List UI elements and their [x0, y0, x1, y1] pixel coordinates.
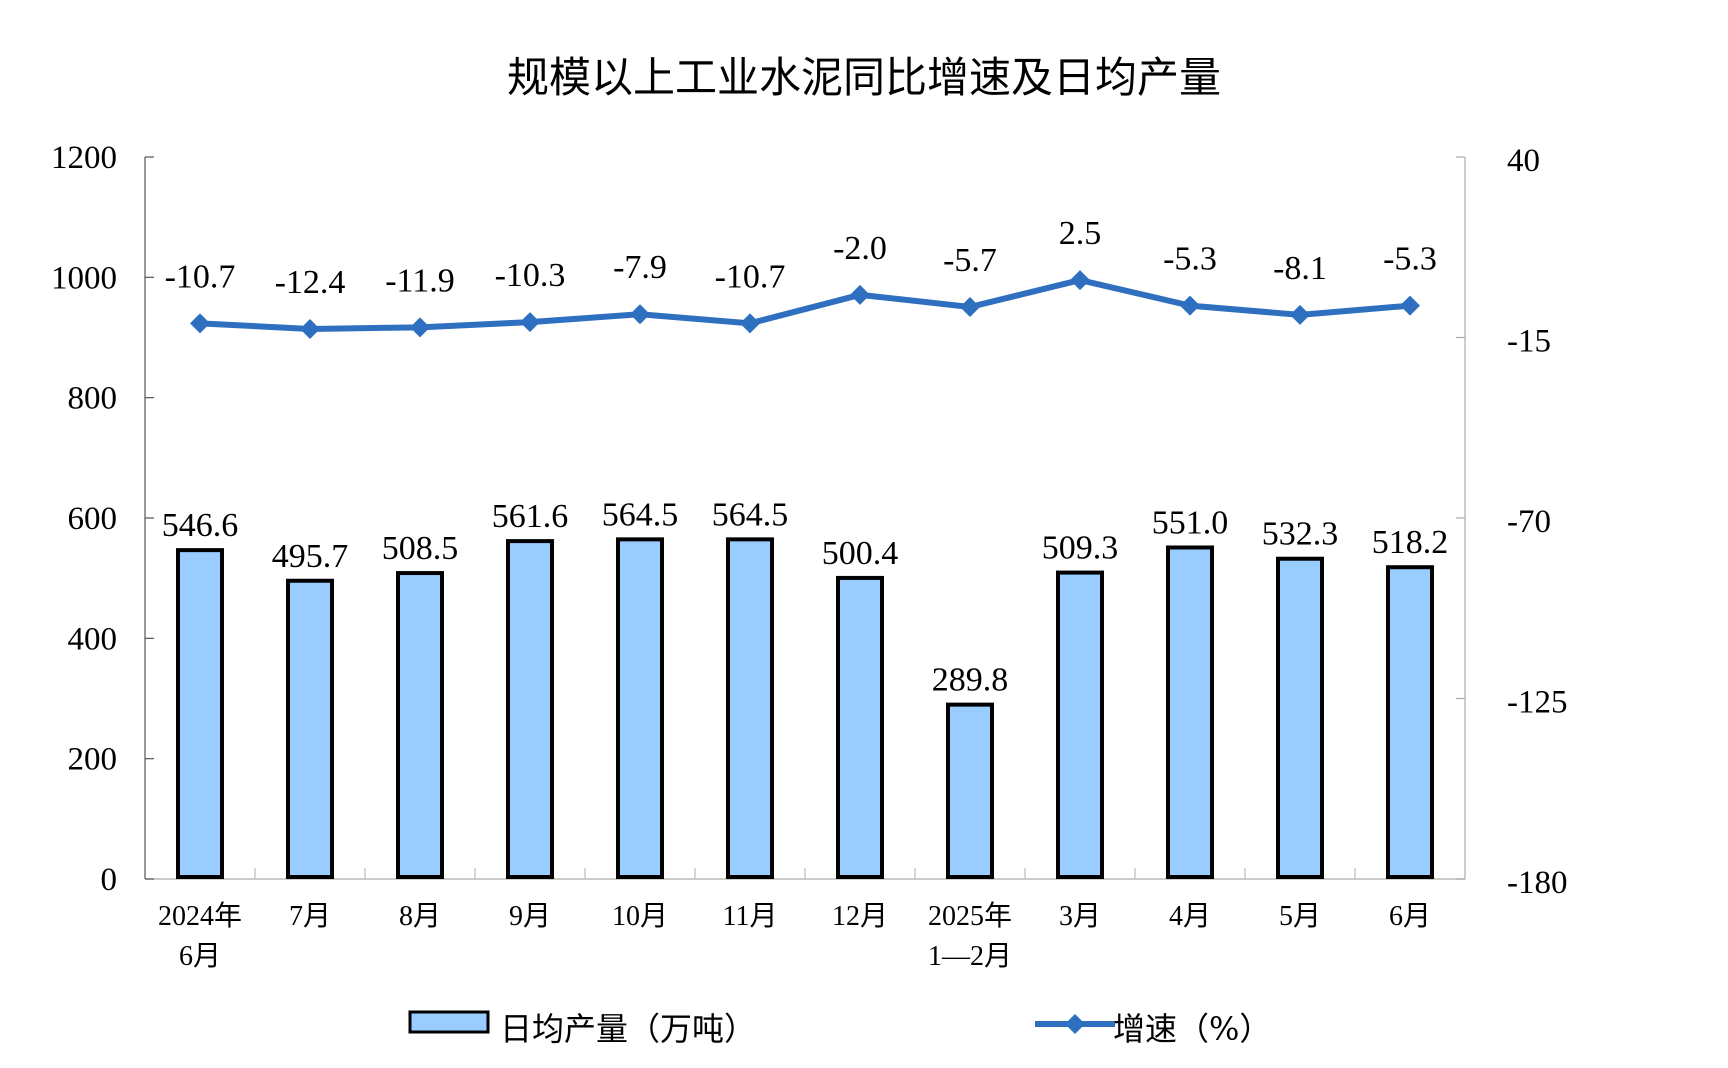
x-tick-label: 4月	[1169, 901, 1211, 932]
left-tick-label: 400	[68, 621, 118, 657]
bar	[396, 571, 444, 879]
x-tick-label: 9月	[509, 901, 551, 932]
bar-label: 289.8	[932, 662, 1009, 699]
right-tick-label: -125	[1507, 685, 1568, 721]
line-label: -10.7	[715, 258, 786, 295]
bar-label: 495.7	[272, 538, 349, 575]
line-label: -2.0	[833, 230, 887, 267]
line-label: -5.3	[1163, 241, 1217, 278]
bar-label: 564.5	[602, 496, 679, 533]
bar	[1056, 570, 1104, 879]
line-label: 2.5	[1059, 215, 1102, 252]
bar	[946, 702, 994, 880]
bar	[176, 548, 224, 880]
line-marker	[630, 304, 650, 325]
x-tick-label: 8月	[399, 901, 441, 932]
legend-bar-label: 日均产量（万吨）	[500, 1010, 756, 1048]
x-tick-label: 2024年	[158, 900, 242, 932]
legend-bar-swatch	[408, 1010, 490, 1034]
line-marker	[1180, 295, 1200, 316]
line-label: -10.3	[495, 257, 566, 294]
bar-label: 500.4	[822, 535, 899, 572]
line-label: -8.1	[1273, 250, 1327, 287]
line-label: -10.7	[165, 258, 236, 295]
left-tick-label: 1200	[51, 140, 117, 176]
line-marker	[1070, 270, 1090, 291]
line-marker	[520, 312, 540, 333]
x-tick-label: 7月	[289, 901, 331, 932]
line-marker	[740, 313, 760, 334]
x-tick-label: 12月	[832, 901, 888, 932]
line-marker	[850, 284, 870, 305]
x-tick-label: 10月	[612, 901, 668, 932]
line-marker	[960, 296, 980, 317]
line-label: -5.3	[1383, 241, 1437, 278]
left-tick-label: 0	[101, 862, 118, 898]
line-marker	[410, 317, 430, 338]
chart-title: 规模以上工业水泥同比增速及日均产量	[507, 53, 1221, 102]
bar	[836, 575, 884, 880]
bar	[506, 539, 554, 879]
left-tick-label: 200	[68, 742, 118, 778]
bar-label: 561.6	[492, 498, 569, 535]
bar-label: 551.0	[1152, 504, 1229, 541]
line-marker	[1400, 295, 1420, 316]
bar	[1276, 556, 1324, 880]
x-tick-label: 3月	[1059, 901, 1101, 932]
growth-line	[199, 276, 1411, 332]
bar	[1166, 545, 1214, 880]
line-label: -5.7	[943, 242, 997, 279]
right-tick-label: -180	[1507, 865, 1568, 901]
right-tick-label: -70	[1507, 504, 1551, 540]
bar-label: 564.5	[712, 496, 789, 533]
x-tick-label: 6月	[1389, 901, 1431, 932]
left-tick-label: 1000	[51, 260, 117, 296]
right-tick-label: 40	[1507, 143, 1540, 179]
legend-line-label: 增速（%）	[1113, 1010, 1271, 1048]
legend-line-marker	[1065, 1014, 1085, 1034]
x-tick-label: 5月	[1279, 901, 1321, 932]
line-label: -12.4	[275, 264, 346, 301]
left-tick-label: 800	[68, 381, 118, 417]
bar	[726, 537, 774, 880]
right-tick-label: -15	[1507, 324, 1551, 360]
x-tick-label: 6月	[179, 941, 221, 972]
x-tick-label: 11月	[723, 901, 778, 932]
x-tick-label: 2025年	[928, 900, 1012, 932]
bar-label: 546.6	[162, 507, 239, 544]
line-label: -11.9	[385, 262, 455, 299]
left-tick-label: 600	[68, 501, 118, 537]
bar	[1386, 565, 1434, 879]
line-marker	[1290, 304, 1310, 325]
bar-label: 518.2	[1372, 524, 1449, 561]
bar-label: 532.3	[1262, 516, 1339, 553]
bar	[286, 578, 334, 879]
bar	[616, 537, 664, 880]
line-marker	[300, 318, 320, 339]
bar-label: 508.5	[382, 530, 459, 567]
line-marker	[190, 313, 210, 334]
x-tick-label: 1—2月	[928, 941, 1012, 972]
bar-label: 509.3	[1042, 530, 1119, 567]
line-label: -7.9	[613, 249, 667, 286]
